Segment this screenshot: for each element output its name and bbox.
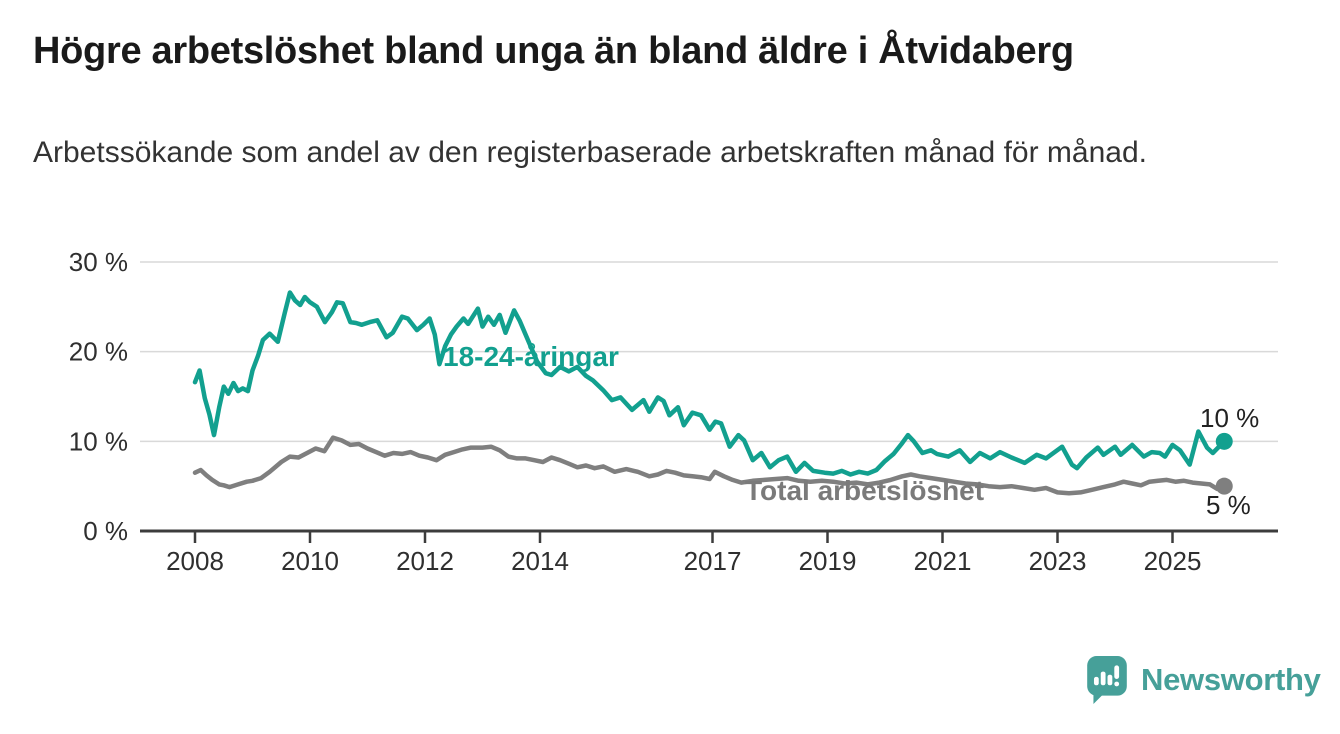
- y-tick-label: 0 %: [83, 516, 128, 546]
- series-lines: [192, 290, 1227, 496]
- y-tick-label: 10 %: [69, 426, 128, 456]
- y-tick-label: 30 %: [69, 247, 128, 277]
- series-line: [192, 435, 1227, 496]
- y-axis-labels: 0 % 10 % 20 % 30 %: [69, 247, 128, 546]
- x-tick-label: 2017: [684, 546, 742, 576]
- chart-title: Högre arbetslöshet bland unga än bland ä…: [33, 30, 1074, 72]
- x-tick-label: 2023: [1029, 546, 1087, 576]
- chart-subtitle: Arbetssökande som andel av den registerb…: [33, 136, 1147, 169]
- series-end-dot: [1215, 477, 1233, 495]
- x-tick-label: 2025: [1144, 546, 1202, 576]
- x-tick-label: 2012: [396, 546, 454, 576]
- end-value-label-youth: 10 %: [1200, 403, 1259, 433]
- series-end-dots: [1215, 432, 1233, 495]
- x-tick-label: 2010: [281, 546, 339, 576]
- x-tick-label: 2014: [511, 546, 569, 576]
- x-tick-label: 2008: [166, 546, 224, 576]
- gridlines: [140, 261, 1278, 443]
- x-axis-labels: 2008 2010 2012 2014 2017 2019 2021 2023 2025: [166, 546, 1201, 576]
- end-value-label-total: 5 %: [1206, 490, 1251, 520]
- newsworthy-logo-icon: [1087, 656, 1127, 704]
- x-tick-label: 2019: [799, 546, 857, 576]
- series-line: [192, 290, 1227, 477]
- series-label-total: Total arbetslöshet: [745, 475, 984, 506]
- series-end-dot: [1215, 432, 1233, 450]
- newsworthy-logo-text: Newsworthy: [1141, 661, 1321, 697]
- y-tick-label: 20 %: [69, 337, 128, 367]
- x-axis: [140, 529, 1278, 543]
- newsworthy-logo: Newsworthy: [1086, 655, 1321, 704]
- x-tick-label: 2021: [914, 546, 972, 576]
- series-label-youth: 18-24-åringar: [443, 341, 619, 372]
